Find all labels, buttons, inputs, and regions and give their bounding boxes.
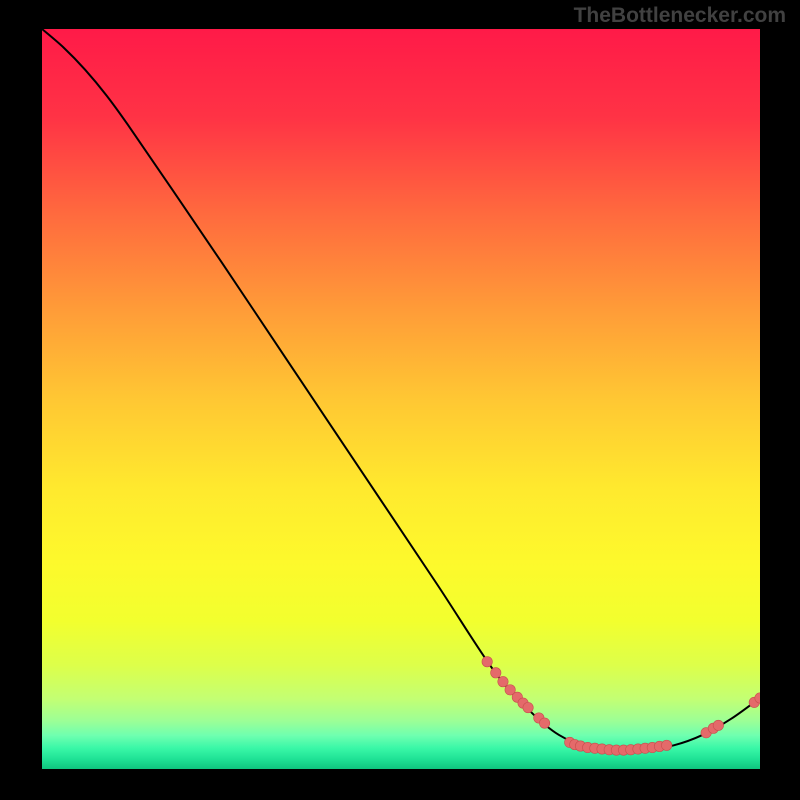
data-marker <box>539 718 549 728</box>
marker-group <box>482 657 760 756</box>
data-marker <box>491 668 501 678</box>
data-marker <box>482 657 492 667</box>
data-marker <box>713 720 723 730</box>
curve-layer <box>42 29 760 769</box>
watermark-text: TheBottlenecker.com <box>574 4 786 28</box>
data-marker <box>523 702 533 712</box>
data-marker <box>498 676 508 686</box>
data-marker <box>661 740 671 750</box>
bottleneck-curve <box>42 29 760 751</box>
plot-area <box>42 29 760 769</box>
chart-stage: TheBottlenecker.com <box>0 0 800 800</box>
